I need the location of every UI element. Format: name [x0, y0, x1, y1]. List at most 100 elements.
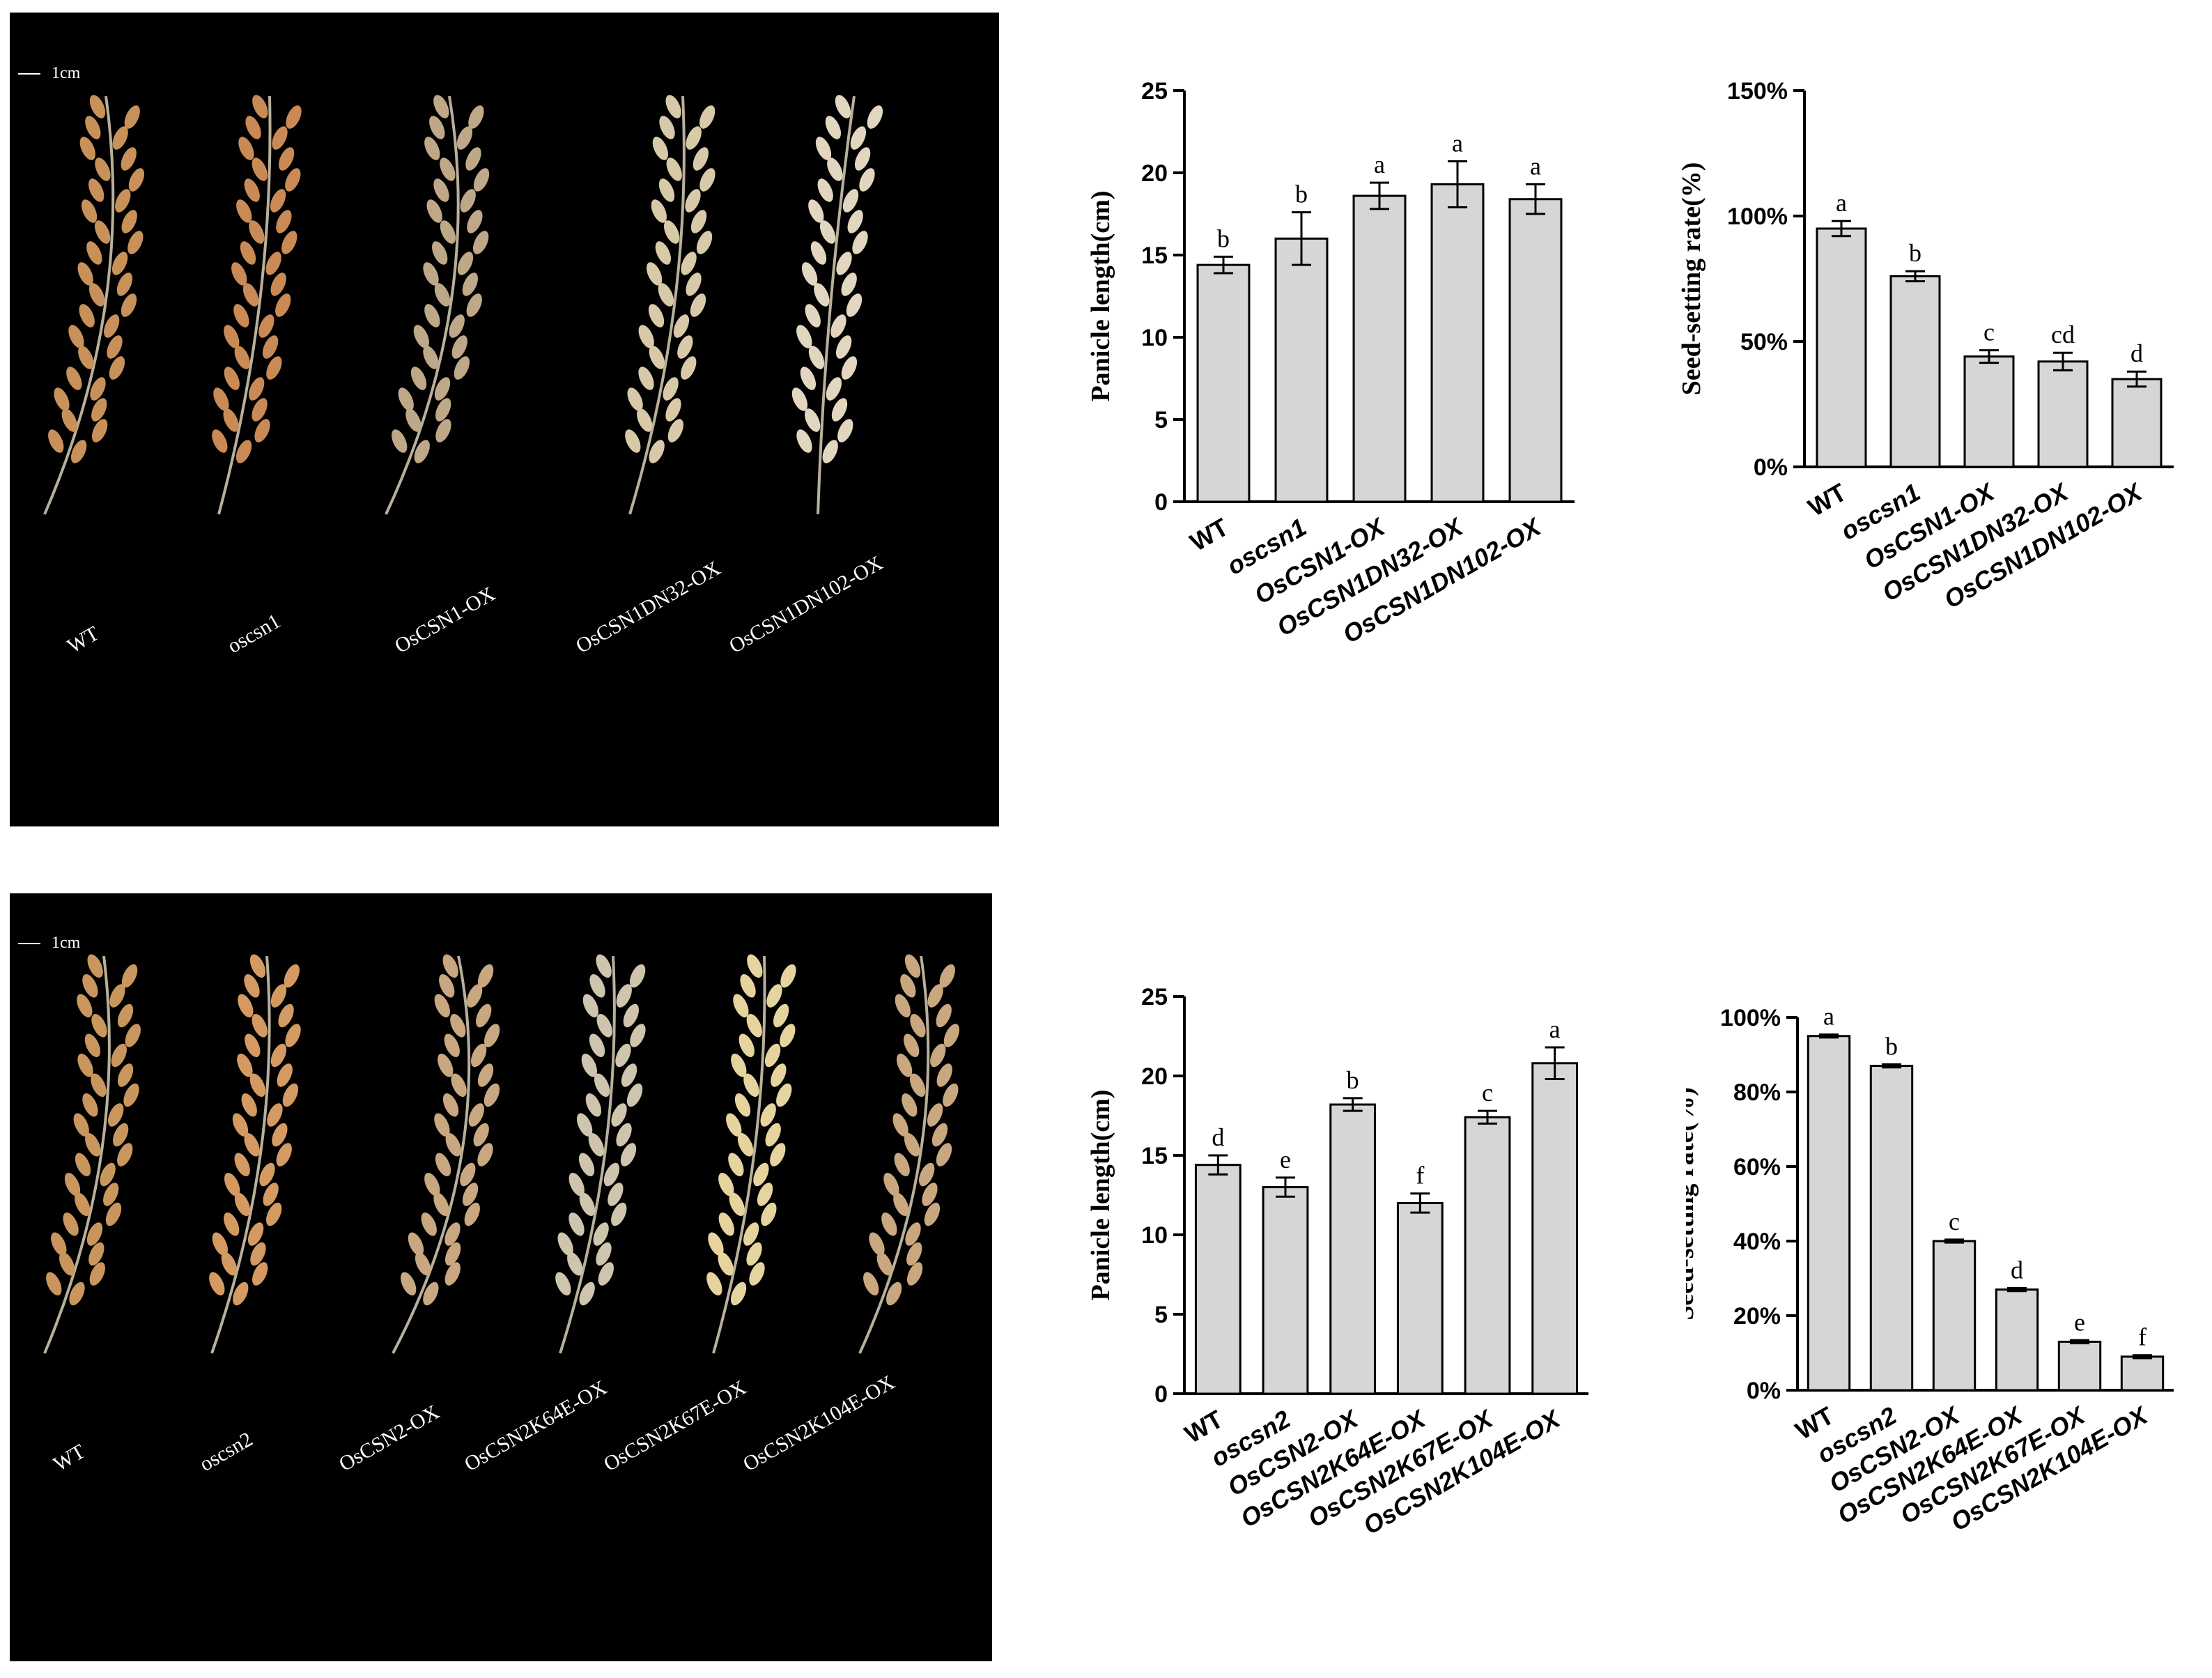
photo-label: OsCSN1DN102-OX — [725, 551, 887, 658]
y-tick-label: 10 — [1141, 325, 1168, 351]
significance-label: c — [1949, 1208, 1960, 1236]
y-axis-label: Seed-setting rate(%) — [1686, 1087, 1699, 1321]
bar-oscsn2k104e-ox — [2120, 1355, 2165, 1392]
y-tick-label: 15 — [1141, 1143, 1168, 1169]
y-tick-label: 100% — [1727, 203, 1788, 230]
significance-label: a — [1549, 1015, 1561, 1043]
bar-oscsn1dn102-ox — [1508, 198, 1563, 503]
y-axis-label: Panicle length(cm) — [1087, 191, 1115, 402]
photo-label: oscsn2 — [196, 1428, 256, 1476]
bar-oscsn2-ox — [1329, 1103, 1377, 1395]
bar-oscsn2k104e-ox — [1531, 1062, 1579, 1395]
photo-label: WT — [63, 622, 103, 658]
significance-label: cd — [2051, 321, 2075, 348]
bar-wt — [1196, 263, 1251, 503]
bar-oscsn2k64e-ox — [1995, 1288, 2039, 1392]
panicle-photo-bottom: 1cm WT oscsn2 OsCSN2-OX OsCSN2K64E-OX OsCSN2K… — [10, 893, 992, 1661]
panicle-photo-top-svg: 1cm WT oscsn1 OsCSN1-OX OsCSN1DN32-OX OsCSN1D… — [18, 64, 887, 658]
bar-oscsn1dn32-ox — [1430, 183, 1485, 503]
panicle-oscsn1 — [212, 95, 302, 515]
y-axis-label: Panicle length(cm) — [1087, 1090, 1115, 1301]
significance-label: a — [1823, 1003, 1834, 1031]
x-category-label: WT — [1185, 512, 1233, 556]
panicle-oscsn2k104e-ox — [858, 954, 960, 1354]
bar-oscsn2-ox — [1932, 1240, 1977, 1392]
significance-label: c — [1983, 318, 1995, 346]
y-tick-label: 50% — [1740, 329, 1788, 355]
panicle-length-chart-bottom: 0 5 10 15 20 25 Panicle length(cm) d WT e oscsn2 b O… — [1086, 976, 1602, 1665]
significance-label: d — [1212, 1123, 1224, 1151]
photo-label: OsCSN2-OX — [335, 1400, 443, 1476]
seed-setting-chart-top: 0% 50% 100% 150% Seed-setting rate(%) a WT b osc… — [1672, 63, 2202, 732]
bar-wt — [1816, 227, 1867, 468]
significance-label: b — [1885, 1032, 1898, 1060]
significance-label: c — [1482, 1079, 1493, 1107]
y-tick-label: 20 — [1141, 160, 1168, 187]
panicle-oscsn2 — [209, 954, 301, 1354]
scale-label: 1cm — [52, 934, 81, 952]
panicle-wt — [43, 954, 141, 1354]
seed-setting-chart-top-svg: 0%50%100%150%Seed-setting rate(%) aWTbosc… — [1677, 78, 2174, 614]
seed-setting-chart-bottom-svg: 0%20%40%60%80%100%Seed-setting rate(%)aW… — [1670, 1003, 2174, 1537]
significance-label: e — [2074, 1308, 2085, 1336]
significance-label: f — [2138, 1323, 2147, 1351]
photo-label: OsCSN1-OX — [391, 582, 499, 658]
significance-label: d — [2130, 339, 2143, 367]
y-tick-label: 20% — [1733, 1303, 1781, 1330]
panicle-wt — [43, 95, 145, 515]
bar-oscsn2k67e-ox — [2057, 1340, 2102, 1392]
bar-wt — [1194, 1164, 1242, 1395]
bar-oscsn2k64e-ox — [1396, 1201, 1444, 1395]
panicle-oscsn1dn32-ox — [625, 95, 716, 515]
y-tick-label: 60% — [1733, 1154, 1781, 1180]
significance-label: b — [1295, 180, 1308, 208]
y-tick-label: 80% — [1733, 1079, 1781, 1106]
photo-label: OsCSN2K64E-OX — [461, 1376, 611, 1476]
significance-label: b — [1217, 224, 1230, 252]
bar-oscsn1-ox — [1963, 355, 2015, 468]
scale-label: 1cm — [52, 64, 81, 82]
y-tick-label: 5 — [1154, 407, 1168, 433]
bar-oscsn2k67e-ox — [1464, 1116, 1511, 1395]
panicle-oscsn2k67e-ox — [706, 954, 796, 1354]
y-tick-label: 10 — [1141, 1222, 1168, 1249]
y-tick-label: 0 — [1154, 489, 1168, 516]
y-tick-label: 0 — [1154, 1381, 1168, 1408]
panicle-oscsn1-ox — [385, 95, 490, 515]
significance-label: d — [2011, 1256, 2023, 1284]
y-tick-label: 0% — [1747, 1378, 1781, 1404]
y-tick-label: 5 — [1154, 1302, 1168, 1328]
panicle-oscsn2k64e-ox — [555, 954, 646, 1354]
y-tick-label: 0% — [1754, 454, 1788, 481]
bar-oscsn1dn32-ox — [2037, 360, 2089, 468]
bar-wt — [1807, 1035, 1851, 1392]
y-tick-label: 40% — [1733, 1229, 1781, 1255]
panicle-oscsn1dn102-ox — [791, 95, 883, 515]
y-axis-label: Seed-setting rate(%) — [1677, 162, 1706, 396]
significance-label: a — [1836, 189, 1847, 217]
photo-label: OsCSN2K67E-OX — [600, 1376, 750, 1476]
y-tick-label: 25 — [1141, 984, 1168, 1010]
panicle-oscsn2-ox — [392, 954, 500, 1354]
bar-oscsn1 — [1889, 275, 1941, 468]
y-tick-label: 20 — [1141, 1063, 1168, 1090]
significance-label: b — [1909, 239, 1921, 267]
bar-oscsn1 — [1274, 237, 1329, 503]
y-tick-label: 25 — [1141, 78, 1168, 105]
photo-label: oscsn1 — [224, 610, 284, 658]
significance-label: e — [1280, 1146, 1291, 1173]
y-tick-label: 15 — [1141, 243, 1168, 269]
significance-label: b — [1347, 1066, 1359, 1094]
y-tick-label: 100% — [1720, 1005, 1781, 1031]
panicle-photo-top: 1cm WT oscsn1 OsCSN1-OX OsCSN1DN32-OX OsCSN1D… — [10, 13, 999, 826]
x-category-label: WT — [1803, 477, 1851, 521]
bar-oscsn1dn102-ox — [2111, 378, 2163, 468]
significance-label: a — [1452, 129, 1463, 157]
significance-label: a — [1374, 151, 1385, 178]
bar-oscsn2 — [1262, 1186, 1309, 1395]
significance-label: a — [1530, 153, 1541, 180]
significance-label: f — [1416, 1162, 1424, 1190]
photo-label: OsCSN1DN32-OX — [572, 557, 725, 658]
